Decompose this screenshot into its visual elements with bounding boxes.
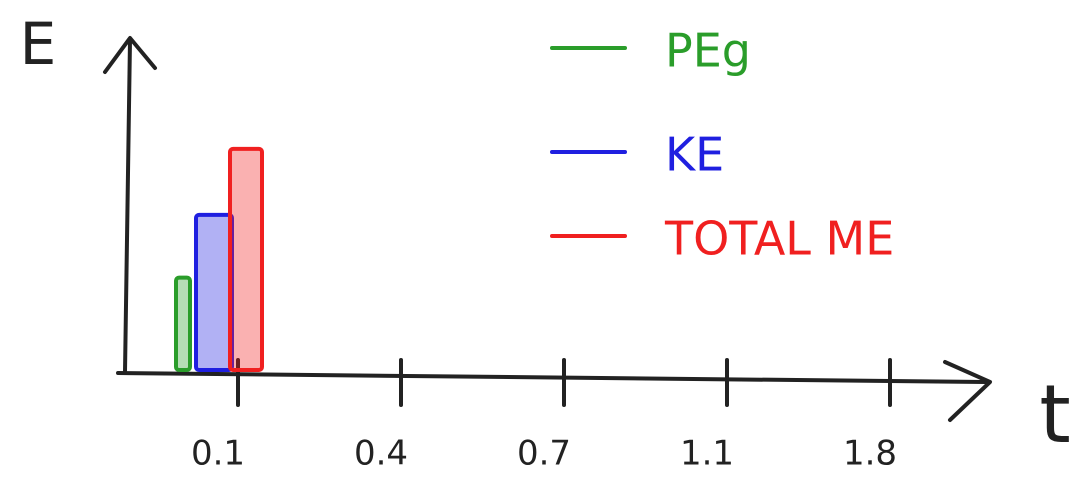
x-tick-label: 0.1 xyxy=(191,434,245,474)
legend-label: PEg xyxy=(665,24,751,78)
y-axis-label: E xyxy=(20,10,57,78)
x-tick-label: 1.8 xyxy=(843,434,897,474)
x-tick-label: 1.1 xyxy=(680,434,734,474)
bar xyxy=(228,146,264,372)
x-tick-label: 0.4 xyxy=(354,434,408,474)
legend-label: TOTAL ME xyxy=(664,212,894,266)
bar xyxy=(174,275,192,373)
x-axis-label: t xyxy=(1039,368,1070,461)
legend-label: KE xyxy=(665,128,724,182)
x-tick-label: 0.7 xyxy=(517,434,571,474)
y-axis xyxy=(103,36,157,374)
x-axis xyxy=(116,360,992,422)
bar xyxy=(194,212,234,372)
